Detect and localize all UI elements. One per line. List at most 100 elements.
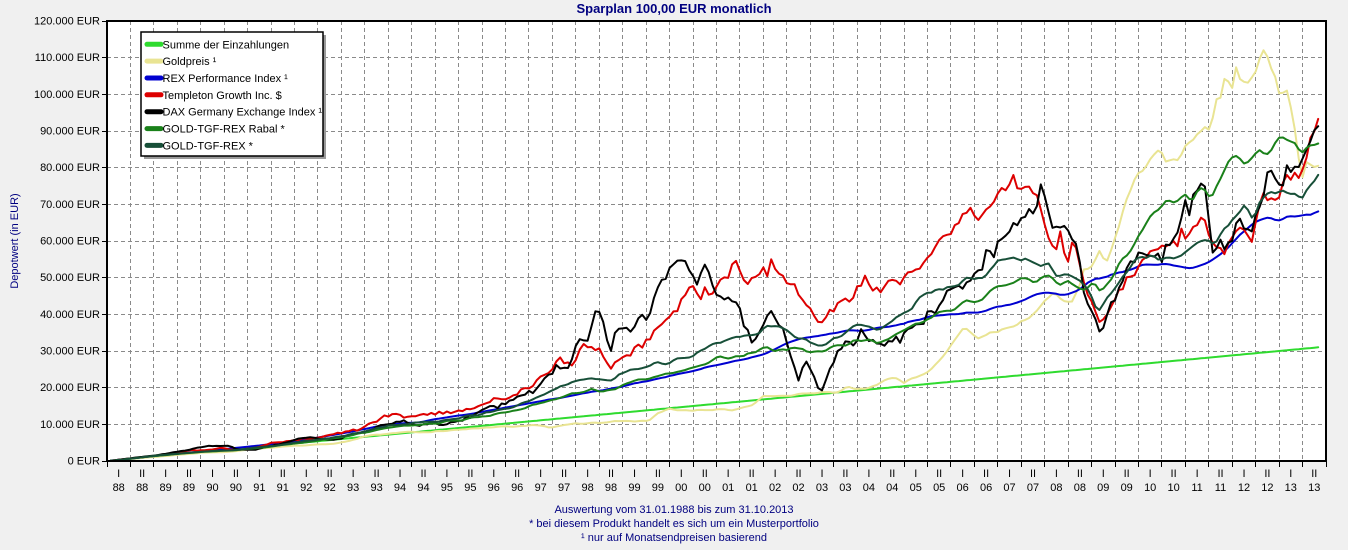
svg-text:I: I	[727, 468, 730, 480]
svg-text:II: II	[842, 468, 848, 480]
svg-text:90: 90	[206, 482, 218, 494]
svg-text:05: 05	[933, 482, 945, 494]
svg-text:Goldpreis ¹: Goldpreis ¹	[163, 56, 217, 68]
svg-text:95: 95	[441, 482, 453, 494]
svg-text:I: I	[398, 468, 401, 480]
svg-text:I: I	[1008, 468, 1011, 480]
svg-text:I: I	[1149, 468, 1152, 480]
svg-text:88: 88	[136, 482, 148, 494]
svg-text:II: II	[655, 468, 661, 480]
svg-text:II: II	[1030, 468, 1036, 480]
svg-text:I: I	[492, 468, 495, 480]
svg-text:0 EUR: 0 EUR	[68, 456, 100, 468]
svg-text:Summe der Einzahlungen: Summe der Einzahlungen	[163, 39, 290, 51]
svg-text:20.000 EUR: 20.000 EUR	[40, 382, 100, 394]
svg-text:II: II	[514, 468, 520, 480]
svg-text:12: 12	[1238, 482, 1250, 494]
svg-text:120.000 EUR: 120.000 EUR	[34, 16, 100, 28]
svg-text:II: II	[420, 468, 426, 480]
svg-text:Templeton Growth Inc. $: Templeton Growth Inc. $	[163, 90, 282, 102]
svg-text:88: 88	[113, 482, 125, 494]
svg-text:07: 07	[1003, 482, 1015, 494]
svg-text:11: 11	[1215, 482, 1226, 494]
svg-text:89: 89	[159, 482, 171, 494]
svg-text:II: II	[1171, 468, 1177, 480]
svg-text:I: I	[633, 468, 636, 480]
svg-text:II: II	[186, 468, 192, 480]
svg-text:I: I	[1196, 468, 1199, 480]
svg-text:08: 08	[1074, 482, 1086, 494]
svg-text:I: I	[914, 468, 917, 480]
svg-text:GOLD-TGF-REX *: GOLD-TGF-REX *	[163, 140, 254, 152]
svg-text:I: I	[774, 468, 777, 480]
svg-text:10: 10	[1167, 482, 1179, 494]
svg-text:93: 93	[370, 482, 382, 494]
svg-text:Depotwert (in EUR): Depotwert (in EUR)	[9, 193, 21, 288]
svg-text:II: II	[374, 468, 380, 480]
svg-text:02: 02	[769, 482, 781, 494]
svg-text:93: 93	[347, 482, 359, 494]
svg-text:II: II	[561, 468, 567, 480]
svg-text:13: 13	[1308, 482, 1320, 494]
svg-text:99: 99	[628, 482, 640, 494]
svg-text:II: II	[702, 468, 708, 480]
svg-text:II: II	[608, 468, 614, 480]
svg-text:II: II	[795, 468, 801, 480]
svg-text:97: 97	[535, 482, 547, 494]
svg-text:I: I	[352, 468, 355, 480]
svg-text:06: 06	[980, 482, 992, 494]
svg-text:09: 09	[1097, 482, 1109, 494]
svg-text:II: II	[936, 468, 942, 480]
svg-text:13: 13	[1285, 482, 1297, 494]
svg-text:12: 12	[1261, 482, 1273, 494]
svg-text:II: II	[1217, 468, 1223, 480]
svg-text:11: 11	[1191, 482, 1202, 494]
svg-text:I: I	[1102, 468, 1105, 480]
svg-text:I: I	[586, 468, 589, 480]
svg-text:08: 08	[1050, 482, 1062, 494]
svg-text:90.000 EUR: 90.000 EUR	[40, 126, 100, 138]
svg-text:98: 98	[605, 482, 617, 494]
svg-text:40.000 EUR: 40.000 EUR	[40, 309, 100, 321]
svg-text:02: 02	[792, 482, 804, 494]
svg-text:GOLD-TGF-REX Rabal *: GOLD-TGF-REX Rabal *	[163, 124, 286, 136]
svg-text:96: 96	[488, 482, 500, 494]
svg-text:II: II	[1124, 468, 1130, 480]
svg-text:I: I	[117, 468, 120, 480]
svg-text:97: 97	[558, 482, 570, 494]
svg-text:I: I	[164, 468, 167, 480]
svg-text:REX Performance Index ¹: REX Performance Index ¹	[163, 73, 289, 85]
svg-text:00: 00	[699, 482, 711, 494]
svg-text:91: 91	[253, 482, 265, 494]
svg-text:70.000 EUR: 70.000 EUR	[40, 199, 100, 211]
svg-text:04: 04	[863, 482, 875, 494]
svg-text:II: II	[983, 468, 989, 480]
svg-text:II: II	[233, 468, 239, 480]
svg-text:90: 90	[230, 482, 242, 494]
svg-text:92: 92	[300, 482, 312, 494]
svg-text:30.000 EUR: 30.000 EUR	[40, 346, 100, 358]
svg-text:II: II	[1311, 468, 1317, 480]
svg-text:98: 98	[581, 482, 593, 494]
svg-text:I: I	[680, 468, 683, 480]
svg-text:II: II	[327, 468, 333, 480]
svg-text:II: II	[280, 468, 286, 480]
svg-text:I: I	[1289, 468, 1292, 480]
svg-text:95: 95	[464, 482, 476, 494]
svg-text:07: 07	[1027, 482, 1039, 494]
svg-text:06: 06	[956, 482, 968, 494]
svg-text:I: I	[1055, 468, 1058, 480]
svg-text:DAX Germany Exchange Index ¹: DAX Germany Exchange Index ¹	[163, 107, 323, 119]
svg-text:II: II	[139, 468, 145, 480]
svg-text:100.000 EUR: 100.000 EUR	[34, 89, 100, 101]
svg-text:04: 04	[886, 482, 898, 494]
svg-text:91: 91	[277, 482, 289, 494]
svg-text:¹ nur auf Monatsendpreisen bas: ¹ nur auf Monatsendpreisen basierend	[581, 532, 767, 544]
svg-text:10: 10	[1144, 482, 1156, 494]
svg-text:01: 01	[746, 482, 758, 494]
svg-text:Auswertung vom 31.01.1988 bis: Auswertung vom 31.01.1988 bis zum 31.10.…	[554, 504, 793, 516]
svg-text:II: II	[1077, 468, 1083, 480]
svg-text:I: I	[1242, 468, 1245, 480]
svg-text:II: II	[749, 468, 755, 480]
svg-text:00: 00	[675, 482, 687, 494]
